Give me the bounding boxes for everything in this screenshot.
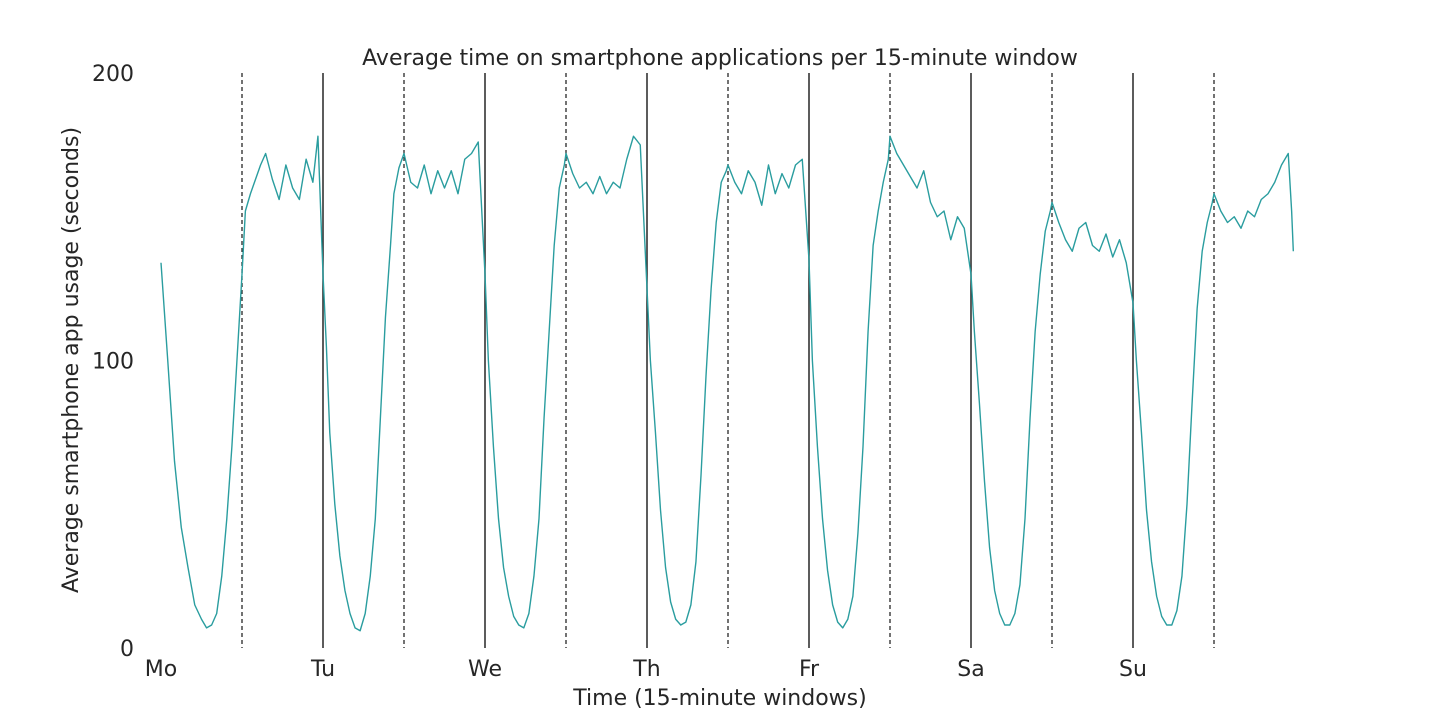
x-tick-label-4: Fr [799, 657, 820, 682]
x-tick-label-6: Su [1119, 657, 1147, 682]
chart-title: Average time on smartphone applications … [362, 46, 1078, 71]
y-tick-label-1: 100 [92, 350, 134, 375]
x-tick-label-5: Sa [957, 657, 984, 682]
x-tick-label-2: We [468, 657, 502, 682]
series-line-0 [160, 135, 1295, 632]
y-tick-label-2: 200 [92, 62, 134, 87]
y-tick-label-0: 0 [120, 637, 134, 662]
y-axis-label: Average smartphone app usage (seconds) [59, 127, 84, 593]
x-tick-label-3: Th [632, 657, 660, 682]
day-marker-lines [241, 73, 1215, 648]
y-axis-ticks: 0 100 200 [92, 62, 134, 662]
x-axis-ticks: Mo Tu We Th Fr Sa Su [145, 657, 1147, 682]
series-group [160, 135, 1295, 632]
x-axis-label: Time (15-minute windows) [572, 686, 866, 711]
x-tick-label-0: Mo [145, 657, 177, 682]
x-tick-label-1: Tu [310, 657, 335, 682]
